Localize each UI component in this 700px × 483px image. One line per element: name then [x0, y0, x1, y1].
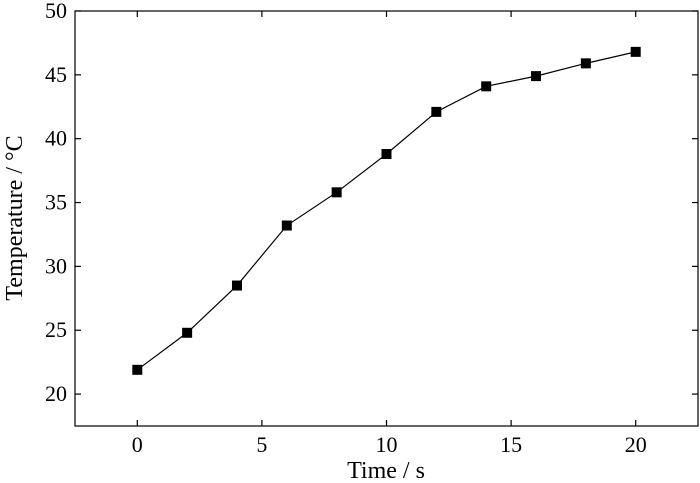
x-tick-label: 5 [256, 432, 267, 457]
data-point [481, 81, 492, 92]
y-tick-label: 25 [45, 317, 67, 342]
y-tick-label: 50 [45, 0, 67, 23]
series-group [132, 46, 641, 375]
data-point [531, 71, 542, 82]
y-axis-label: Temperature / °C [2, 135, 28, 300]
data-point [182, 327, 193, 338]
data-point [580, 58, 591, 69]
x-tick-label: 20 [625, 432, 647, 457]
plot-frame [74, 10, 699, 427]
y-axis-ticks: 20 25 30 35 40 45 50 [45, 0, 698, 406]
data-point [281, 220, 292, 231]
data-point [381, 149, 392, 160]
data-point [231, 280, 242, 291]
x-tick-label: 15 [500, 432, 522, 457]
y-tick-label: 30 [45, 253, 67, 278]
series-line [136, 51, 636, 371]
data-point [132, 364, 143, 375]
x-axis-label: Time / s [347, 458, 425, 483]
x-tick-label: 0 [132, 432, 143, 457]
y-tick-label: 45 [45, 62, 67, 87]
y-tick-label: 35 [45, 190, 67, 215]
y-tick-label: 20 [45, 381, 67, 406]
x-tick-label: 10 [376, 432, 398, 457]
x-axis-ticks: 0 5 10 15 20 [132, 11, 647, 457]
data-point [431, 106, 442, 117]
data-point [630, 46, 641, 57]
data-point [331, 187, 342, 198]
y-tick-label: 40 [45, 126, 67, 151]
